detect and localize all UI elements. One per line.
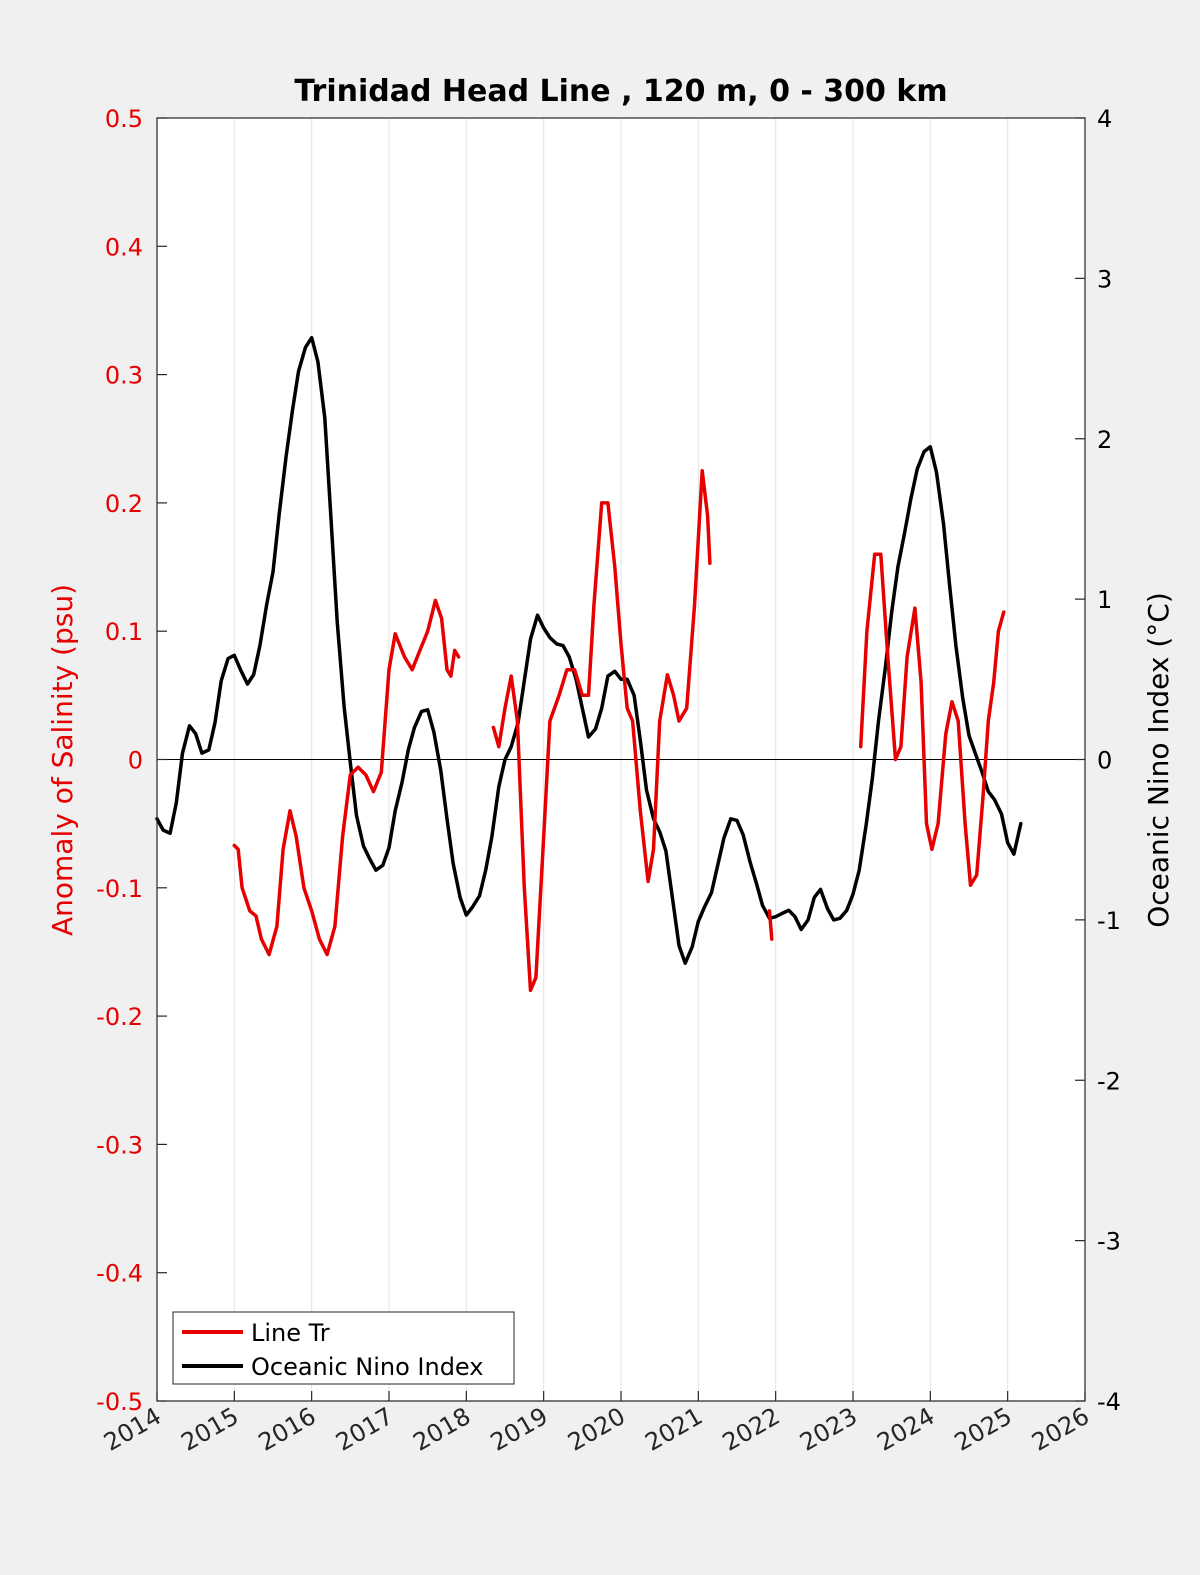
y-right-tick-label--3: -3 bbox=[1097, 1228, 1121, 1256]
y-left-tick-label--0.4: -0.4 bbox=[96, 1260, 143, 1288]
x-tick-label-2016: 2016 bbox=[254, 1402, 321, 1457]
y-axis-right-label: Oceanic Nino Index (°C) bbox=[1142, 592, 1175, 928]
y-left-tick-label-0.2: 0.2 bbox=[105, 490, 143, 518]
y-left-tick-label--0.1: -0.1 bbox=[96, 875, 143, 903]
y-right-tick-label-3: 3 bbox=[1097, 265, 1112, 293]
y-left-tick-label--0.2: -0.2 bbox=[96, 1003, 143, 1031]
legend-label-oni: Oceanic Nino Index bbox=[251, 1353, 483, 1381]
x-tick-label-2015: 2015 bbox=[176, 1402, 243, 1457]
y-right-tick-label--1: -1 bbox=[1097, 907, 1121, 935]
y-axis-left: -0.5 -0.4 -0.3 -0.2 -0.1 0 0.1 0.2 0.3 0.4 0.5 bbox=[96, 105, 167, 1416]
y-axis-right: -4 -3 -2 -1 0 1 2 3 4 bbox=[1075, 105, 1121, 1416]
y-left-tick-label--0.5: -0.5 bbox=[96, 1388, 143, 1416]
x-tick-label-2022: 2022 bbox=[718, 1402, 785, 1457]
salinity-line-segment-2 bbox=[767, 909, 774, 941]
y-right-tick-label--2: -2 bbox=[1097, 1067, 1121, 1095]
y-right-tick-label-2: 2 bbox=[1097, 426, 1112, 454]
oni-line-segment-0 bbox=[155, 335, 1023, 965]
y-right-tick-label-0: 0 bbox=[1097, 747, 1112, 775]
y-right-tick-label-1: 1 bbox=[1097, 586, 1112, 614]
series-layer bbox=[155, 335, 1023, 993]
salinity-line-segment-0 bbox=[232, 598, 461, 957]
salinity-line-segment-3 bbox=[858, 552, 1006, 887]
salinity-line-segment-1 bbox=[491, 469, 712, 993]
x-tick-label-2017: 2017 bbox=[331, 1402, 398, 1457]
y-right-tick-label--4: -4 bbox=[1097, 1388, 1121, 1416]
x-tick-label-2018: 2018 bbox=[408, 1402, 475, 1457]
y-axis-left-label: Anomaly of Salinity (psu) bbox=[46, 584, 79, 936]
x-tick-label-2025: 2025 bbox=[950, 1402, 1017, 1457]
y-left-tick-label-0: 0 bbox=[128, 747, 143, 775]
y-right-tick-label-4: 4 bbox=[1097, 105, 1112, 133]
x-tick-label-2020: 2020 bbox=[563, 1402, 630, 1457]
legend-box bbox=[172, 1311, 515, 1385]
chart-title: Trinidad Head Line , 120 m, 0 - 300 km bbox=[294, 74, 947, 109]
y-left-tick-label-0.1: 0.1 bbox=[105, 618, 143, 646]
x-tick-label-2019: 2019 bbox=[486, 1402, 553, 1457]
y-left-tick-label-0.5: 0.5 bbox=[105, 105, 143, 133]
y-left-tick-label-0.3: 0.3 bbox=[105, 362, 143, 390]
x-tick-label-2026: 2026 bbox=[1027, 1402, 1094, 1457]
y-left-tick-label--0.3: -0.3 bbox=[96, 1131, 143, 1159]
legend-label-line-tr: Line Tr bbox=[251, 1319, 330, 1347]
x-tick-label-2021: 2021 bbox=[640, 1402, 707, 1457]
x-tick-label-2023: 2023 bbox=[795, 1402, 862, 1457]
x-tick-label-2024: 2024 bbox=[872, 1402, 939, 1457]
y-left-tick-label-0.4: 0.4 bbox=[105, 233, 143, 261]
legend: Line Tr Oceanic Nino Index bbox=[172, 1311, 515, 1385]
